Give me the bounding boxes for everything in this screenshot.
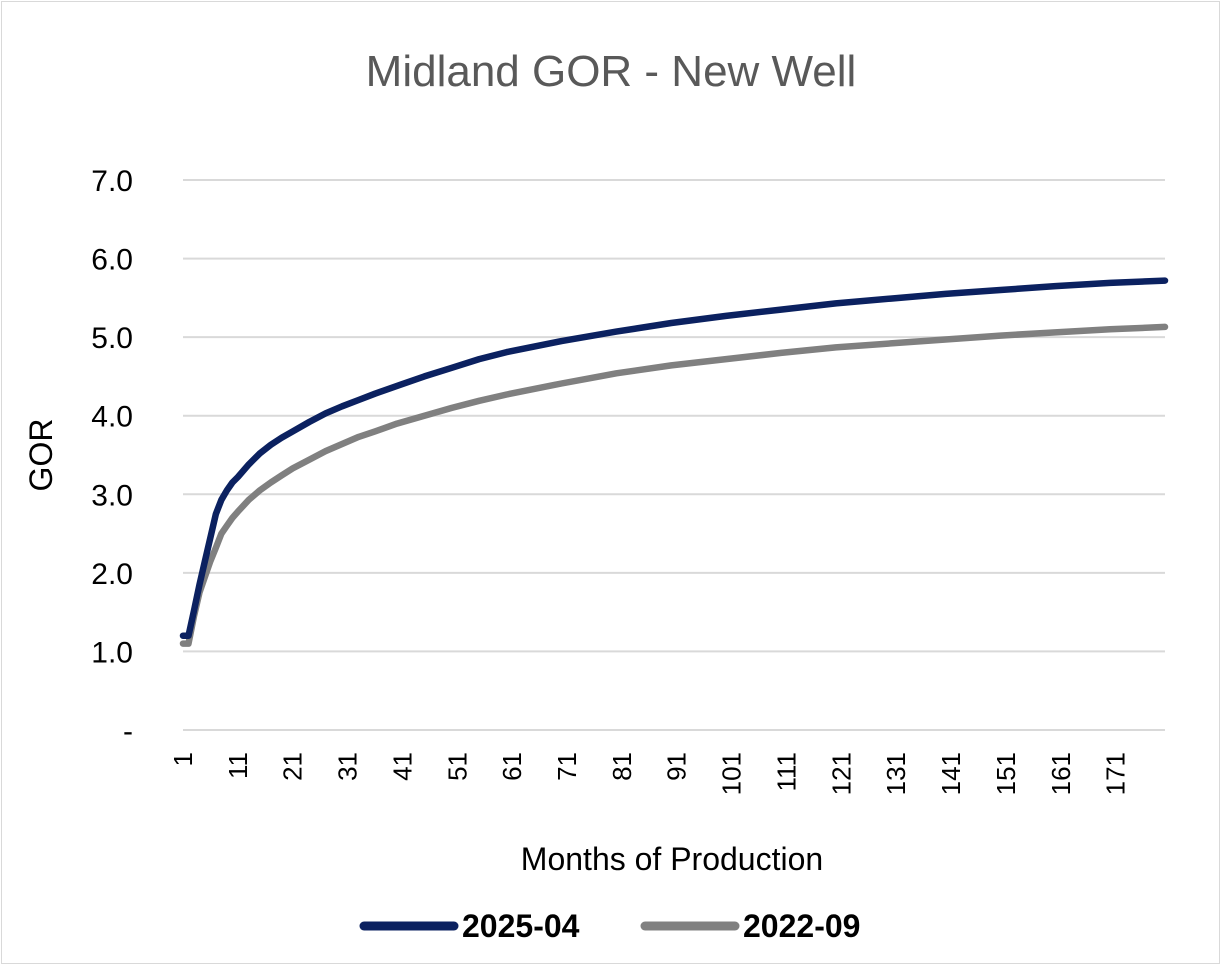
x-tick-label: 131: [881, 752, 911, 795]
legend-label-2022-09: 2022-09: [743, 908, 860, 944]
y-axis-label: GOR: [23, 419, 59, 492]
y-tick-label: 1.0: [91, 636, 133, 669]
series-line-2025-04: [179, 277, 1169, 639]
legend-label-2025-04: 2025-04: [462, 908, 580, 944]
y-tick-label: 2.0: [91, 558, 133, 591]
legend: 2025-04 2022-09: [359, 908, 860, 944]
x-tick-label: 41: [387, 752, 417, 781]
y-tick-label: 3.0: [91, 479, 133, 512]
x-tick-label: 51: [442, 752, 472, 781]
x-tick-label: 161: [1046, 752, 1076, 795]
gridlines: [183, 179, 1165, 731]
chart-title: Midland GOR - New Well: [366, 47, 857, 96]
series-line-2022-09: [179, 323, 1169, 647]
x-tick-label: 71: [552, 752, 582, 781]
x-tick-label: 101: [717, 752, 747, 795]
y-tick-label: 4.0: [91, 401, 133, 434]
x-tick-label: 151: [991, 752, 1021, 795]
x-tick-label: 111: [771, 752, 801, 792]
x-tick-labels: 1 11 21 31 41 51 61 71 81 91 101 111 121 131 141 151 161…: [168, 752, 1131, 795]
y-tick-label: 5.0: [91, 322, 133, 355]
y-tick-label: 6.0: [91, 244, 133, 277]
y-tick-labels: - 1.0 2.0 3.0 4.0 5.0 6.0 7.0: [91, 165, 133, 748]
x-tick-label: 81: [607, 752, 637, 781]
x-tick-label: 171: [1101, 752, 1131, 795]
x-tick-label: 141: [936, 752, 966, 795]
series-lines: [179, 277, 1169, 647]
x-tick-label: 91: [662, 752, 692, 781]
x-tick-label: 1: [168, 752, 198, 766]
x-tick-label: 31: [333, 752, 363, 781]
x-tick-label: 121: [826, 752, 856, 795]
x-axis-label: Months of Production: [521, 841, 823, 877]
y-tick-label: 7.0: [91, 165, 133, 198]
x-tick-label: 11: [223, 752, 253, 779]
y-tick-label: -: [123, 715, 133, 748]
x-tick-label: 21: [278, 752, 308, 781]
x-tick-label: 61: [497, 752, 527, 781]
